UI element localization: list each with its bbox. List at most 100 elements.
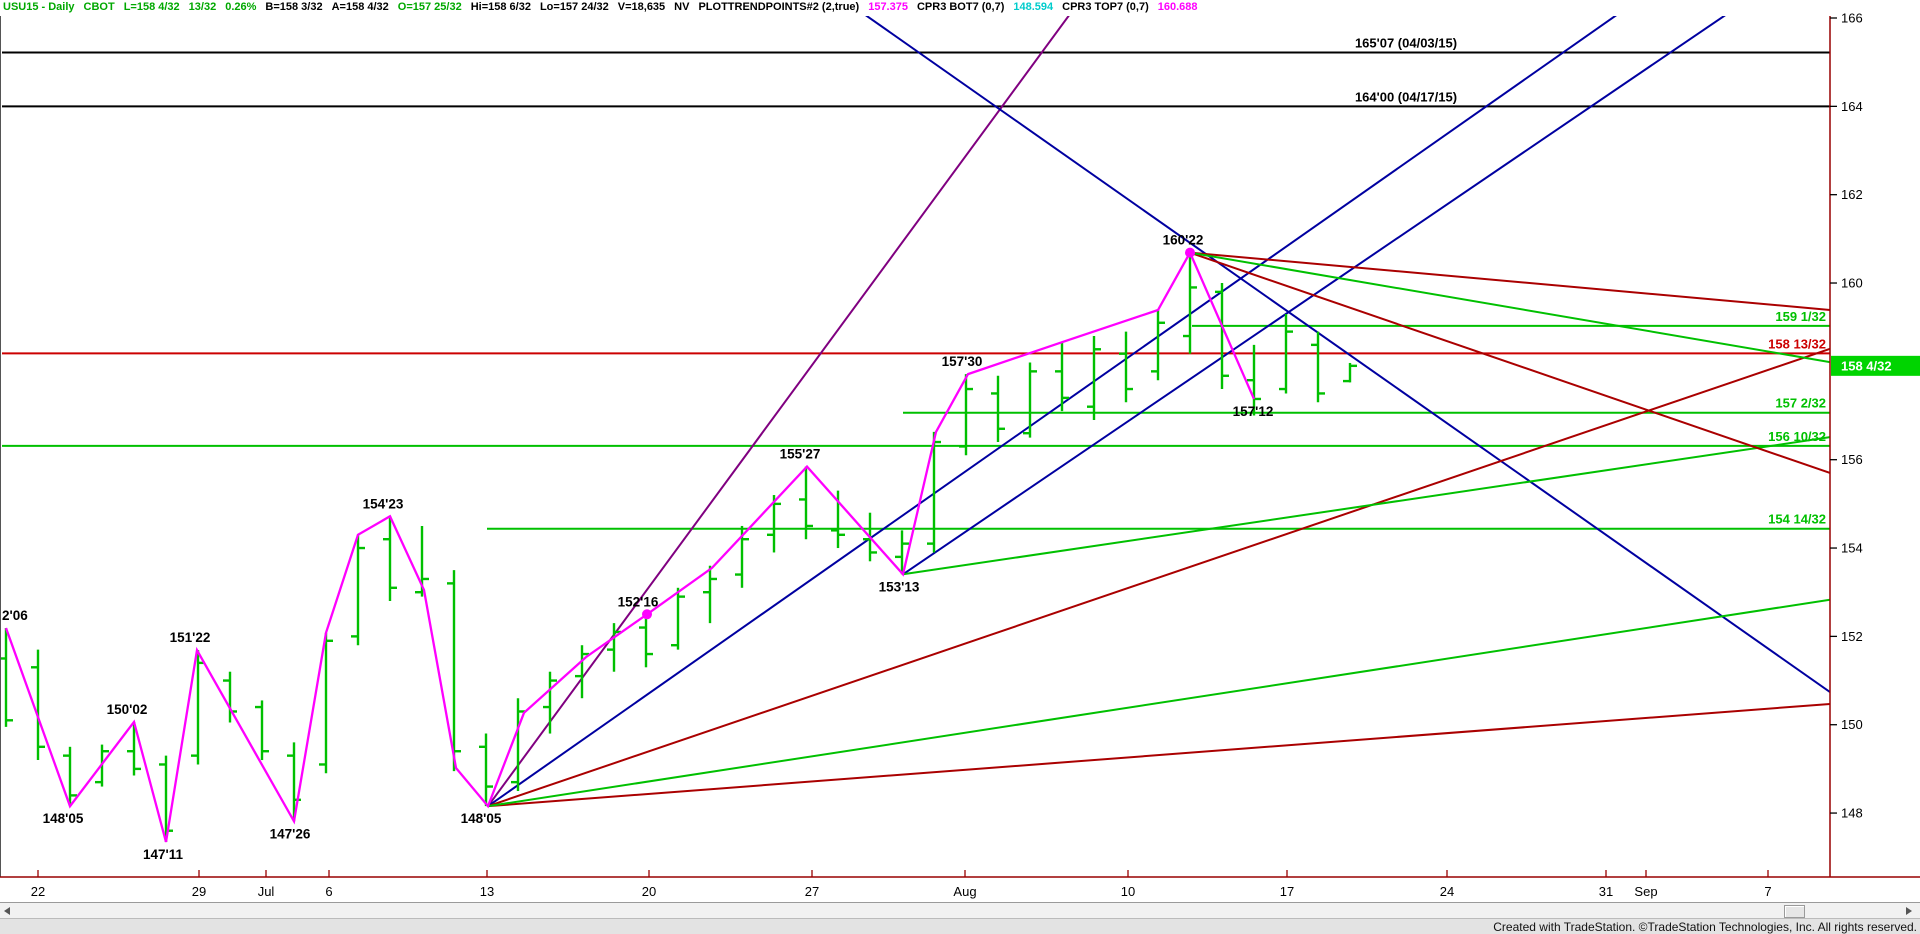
price-bars	[0, 252, 1357, 843]
header-segment: A=158 4/32	[331, 1, 389, 13]
header-segment: 160.688	[1157, 1, 1198, 13]
date-axis: 22 29 Jul 6 13 20 27 Aug 10 17 24 31 Sep 7	[31, 870, 1772, 899]
level-label: 156 10/32	[1768, 429, 1826, 444]
price-bar	[127, 721, 141, 776]
header-segment: CPR3 TOP7 (0,7)	[1062, 1, 1149, 13]
price-bar	[831, 490, 845, 549]
level-label: 157 2/32	[1775, 396, 1826, 411]
date-tick-label: 31	[1599, 884, 1613, 899]
date-tick-label: 10	[1121, 884, 1135, 899]
header-segment: CPR3 BOT7 (0,7)	[916, 1, 1005, 13]
trend-line	[1189, 251, 1830, 311]
price-bar	[1215, 283, 1229, 390]
level-label: 159 1/32	[1775, 309, 1826, 324]
price-bar	[1311, 331, 1325, 403]
trendpoint-dot	[642, 609, 652, 620]
badge-background	[1831, 355, 1920, 376]
price-bar	[959, 374, 973, 456]
level-label: 154 14/32	[1768, 512, 1826, 527]
header-segment: O=157 25/32	[397, 1, 462, 13]
price-bar	[383, 516, 397, 602]
trend-line	[1189, 251, 1830, 474]
price-bar	[1151, 309, 1165, 381]
price-bar	[1343, 362, 1357, 383]
date-tick-label: 13	[480, 884, 494, 899]
header-segment: Hi=158 6/32	[470, 1, 531, 13]
price-bar	[1023, 362, 1037, 438]
header-segment: 13/32	[188, 1, 217, 13]
level-label: 165'07 (04/03/15)	[1355, 35, 1457, 50]
date-tick-label: 6	[325, 884, 332, 899]
swing-price-label: 155'27	[780, 447, 821, 462]
price-bar	[767, 495, 781, 553]
swing-price-label: 147'11	[143, 847, 183, 862]
price-bar	[703, 565, 717, 624]
plot-area[interactable]: 2'06 148'05 150'02 147'11 151'22 147'26 154'23…	[0, 14, 1830, 862]
swing-price-label: 160'22	[1163, 233, 1204, 248]
trend-line	[1189, 251, 1830, 364]
price-bar	[1087, 336, 1101, 420]
header-segment: NV	[674, 1, 690, 13]
price-bar	[1279, 313, 1293, 394]
price-bar	[799, 466, 813, 540]
trend-line	[487, 702, 1830, 808]
price-bar	[639, 614, 653, 668]
scrollbar-thumb[interactable]	[1784, 905, 1805, 918]
level-label: 158 13/32	[1768, 336, 1826, 351]
swing-price-label: 154'23	[363, 496, 404, 511]
price-bar	[159, 755, 173, 843]
price-bar	[1183, 252, 1197, 354]
swing-price-label: 153'13	[879, 579, 920, 594]
swing-price-label: 152'16	[618, 594, 659, 609]
trend-line	[487, 16, 1617, 807]
header-segment: V=18,635	[617, 1, 666, 13]
price-tick-label: 162	[1841, 187, 1863, 202]
date-tick-label: 20	[642, 884, 656, 899]
swing-price-label: 157'12	[1233, 404, 1274, 419]
trend-line	[865, 16, 1830, 693]
header-segment: 148.594	[1013, 1, 1054, 13]
trend-line	[902, 436, 1830, 576]
trend-line	[487, 16, 1070, 807]
header-segment: 157.375	[868, 1, 908, 13]
horizontal-scrollbar[interactable]	[0, 902, 1920, 918]
header-segment: Lo=157 24/32	[539, 1, 609, 13]
price-bar	[991, 375, 1005, 443]
price-bar	[607, 623, 621, 672]
header-segment: USU15 - Daily	[3, 1, 75, 13]
trend-line	[487, 598, 1830, 808]
price-bar	[927, 431, 941, 553]
header-segment: 0.26%	[225, 1, 257, 13]
date-tick-label: 7	[1764, 884, 1771, 899]
price-bar	[319, 632, 333, 774]
trendpoint-dot	[1185, 247, 1195, 258]
date-tick-label: 24	[1440, 884, 1454, 899]
price-bar	[1247, 344, 1261, 416]
trend-line	[902, 16, 1726, 576]
price-bar	[1119, 331, 1133, 403]
swing-price-label: 151'22	[170, 630, 211, 645]
swing-price-label: 2'06	[2, 608, 28, 623]
level-labels: 165'07 (04/03/15) 164'00 (04/17/15) 158 13…	[1355, 35, 1826, 526]
last-price-badge: 158 4/32	[1831, 355, 1920, 376]
swing-trend-line	[4, 250, 1256, 843]
scroll-right-arrow-icon[interactable]	[1906, 907, 1912, 915]
price-tick-label: 164	[1841, 99, 1863, 114]
price-tick-label: 152	[1841, 629, 1863, 644]
date-tick-label: 22	[31, 884, 45, 899]
badge-price-text: 158 4/32	[1841, 358, 1892, 373]
swing-price-label: 147'26	[270, 826, 311, 841]
scroll-left-arrow-icon[interactable]	[4, 907, 10, 915]
price-bar	[1055, 342, 1069, 412]
price-bar	[671, 587, 685, 650]
trend-line	[487, 347, 1830, 808]
trend-lines	[487, 16, 1830, 808]
price-bar	[543, 671, 557, 734]
price-tick-label: 150	[1841, 717, 1863, 732]
copyright-text: Created with TradeStation. ©TradeStation…	[1493, 920, 1917, 934]
date-tick-label: Sep	[1634, 884, 1657, 899]
price-bar	[351, 534, 365, 646]
date-tick-label: 27	[805, 884, 819, 899]
